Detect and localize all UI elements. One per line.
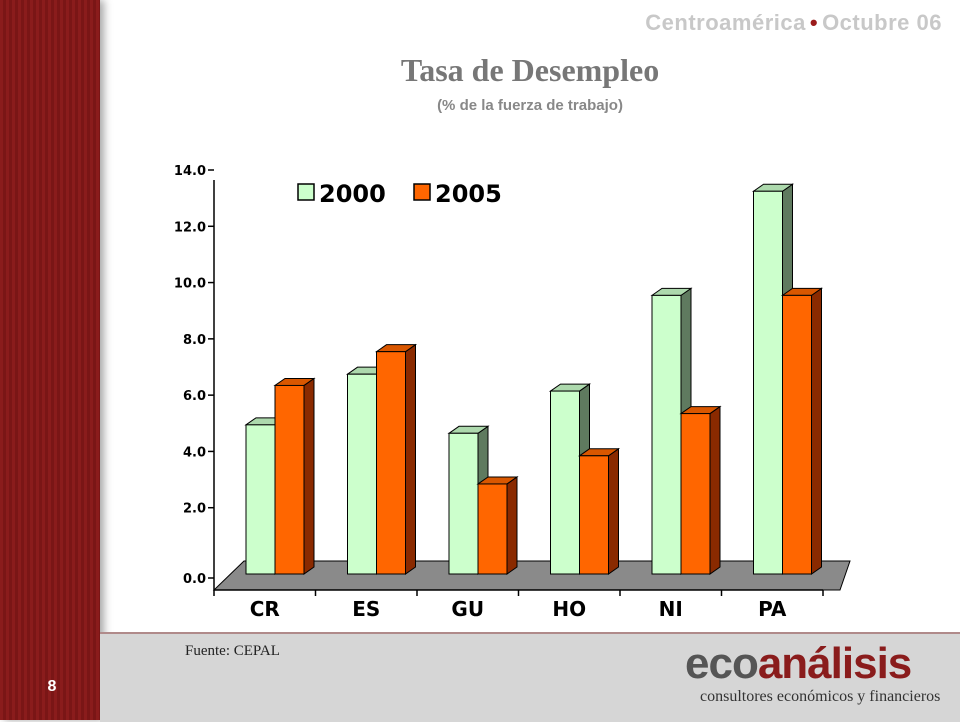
y-tick-label: 12.0: [174, 220, 206, 235]
logo-analisis: análisis: [757, 639, 912, 688]
x-tick-label: GU: [451, 597, 484, 621]
legend-label: 2005: [435, 180, 502, 208]
chart-subtitle: (% de la fuerza de trabajo): [437, 97, 623, 114]
x-tick-label: CR: [250, 597, 280, 621]
page-number: 8: [47, 678, 57, 695]
chart-title: Tasa de Desempleo: [400, 52, 660, 88]
y-tick-label: 8.0: [183, 333, 206, 348]
source-note: Fuente: CEPAL: [185, 643, 280, 659]
logo-eco: eco: [685, 639, 759, 688]
header-region: Centroamérica: [645, 10, 806, 35]
company-logo: ecoanálisis: [685, 639, 912, 688]
bar-GU-2005: [476, 475, 519, 575]
y-tick-label: 4.0: [183, 445, 206, 460]
bar-HO-2005: [577, 447, 621, 575]
bar-ES-2005: [374, 343, 418, 575]
slide-header: Centroamérica • Octubre 06: [645, 10, 942, 36]
y-tick-label: 6.0: [183, 389, 206, 404]
footer-band: [100, 632, 960, 722]
legend-swatch: [413, 183, 431, 201]
bar-CR-2005: [273, 377, 316, 575]
legend-item-2000: 2000: [297, 180, 386, 208]
bar-NI-2005: [679, 405, 722, 575]
x-tick-label: NI: [659, 597, 683, 621]
legend-label: 2000: [319, 180, 386, 208]
x-tick-label: ES: [352, 597, 380, 621]
y-tick-label: 10.0: [174, 277, 206, 292]
bar-PA-2005: [780, 287, 824, 575]
header-separator: •: [809, 10, 819, 35]
y-tick-label: 2.0: [183, 502, 206, 517]
x-tick-label: HO: [552, 597, 586, 621]
x-tick-label: PA: [758, 597, 787, 621]
y-tick-label: 14.0: [174, 164, 206, 179]
legend-swatch: [297, 183, 315, 201]
header-date: Octubre 06: [822, 10, 942, 35]
y-tick-label: 0.0: [183, 572, 206, 587]
legend-item-2005: 2005: [413, 180, 502, 208]
sidebar-band: [0, 0, 100, 720]
logo-tagline: consultores económicos y financieros: [700, 688, 941, 705]
